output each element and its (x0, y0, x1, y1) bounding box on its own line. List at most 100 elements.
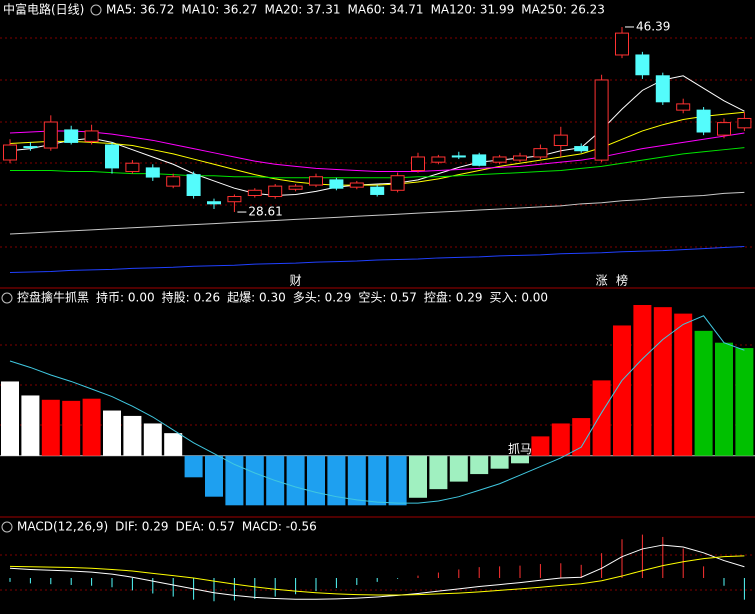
candle-body (655, 75, 670, 103)
bar (143, 423, 162, 456)
bar (735, 348, 754, 456)
legend-label: DIF: 0.29 (115, 520, 168, 534)
line (9, 75, 745, 196)
bar (694, 330, 713, 456)
bar (470, 455, 489, 475)
menu-icon[interactable] (1, 292, 13, 304)
bar (205, 455, 223, 497)
bar (592, 380, 611, 456)
bar (327, 455, 346, 506)
bar (21, 395, 40, 456)
candle-body (84, 130, 99, 142)
bar (613, 325, 631, 456)
event-label: 财 (290, 274, 302, 288)
line (9, 130, 745, 173)
bar (715, 342, 733, 456)
candle-body (227, 196, 242, 203)
bar (490, 455, 509, 469)
legend-label: 持币: 0.00 (96, 290, 155, 305)
candle-body (533, 148, 548, 158)
candle-body (390, 175, 405, 191)
legend-label: MA250: 26.23 (521, 3, 605, 17)
bar (347, 455, 366, 506)
candle-body (23, 146, 38, 149)
candle-body (247, 189, 262, 196)
legend-label: MA120: 31.99 (431, 3, 515, 17)
candle-body (574, 146, 589, 152)
candle-body (207, 201, 221, 205)
menu-icon[interactable] (1, 521, 13, 533)
bar (245, 455, 264, 506)
legend-label: MA20: 37.31 (264, 3, 340, 17)
candle-body (635, 54, 650, 76)
candle-body (268, 185, 283, 198)
candle-body (676, 103, 691, 111)
candle-body (64, 129, 79, 143)
legend-label: DEA: 0.57 (175, 520, 234, 534)
legend-label: 控盘擒牛抓黑 (17, 290, 89, 305)
candle-body (472, 154, 487, 166)
event-label: 榜 (616, 273, 628, 288)
bar (409, 455, 427, 498)
line (9, 544, 745, 600)
candle-body (145, 167, 160, 178)
bar (62, 400, 81, 456)
bar (429, 455, 448, 490)
legend-label: 起爆: 0.30 (227, 291, 286, 305)
legend-label: 控盘: 0.29 (424, 290, 483, 305)
candle-body (615, 32, 629, 56)
bar (286, 455, 305, 506)
candle-body (105, 144, 119, 169)
bar (388, 455, 407, 506)
legend-label: 买入: 0.00 (489, 291, 548, 305)
bar (225, 455, 244, 506)
legend-label: MA5: 36.72 (106, 3, 174, 17)
legend-label: 中富电路(日线) (3, 2, 84, 17)
bar (1, 381, 19, 456)
candle-body (288, 185, 303, 190)
bar (653, 307, 672, 456)
bar (184, 455, 203, 478)
bar (531, 436, 550, 456)
bar (674, 313, 693, 456)
line (9, 111, 745, 186)
candle-body (431, 156, 446, 163)
candle-body (553, 134, 568, 147)
candle-body (737, 117, 752, 129)
bar (164, 433, 183, 456)
bar (551, 423, 570, 456)
line (9, 191, 745, 235)
candle-body (594, 79, 609, 161)
candle-body (349, 182, 364, 188)
legend-label: MACD(12,26,9) (17, 520, 108, 534)
candle-body (451, 155, 466, 158)
bar (449, 455, 468, 482)
candle-body (492, 156, 507, 163)
annotation: 抓马 (508, 442, 532, 456)
bar (307, 455, 325, 506)
candle-body (3, 144, 17, 161)
legend-label: MA60: 34.71 (348, 3, 424, 17)
candle-body (411, 156, 425, 172)
candle-body (696, 109, 711, 133)
candle-body (43, 121, 58, 149)
annotation: 46.39 (636, 19, 670, 33)
candle-body (329, 179, 344, 189)
candle-body (309, 176, 323, 186)
bar (123, 415, 142, 456)
legend-label: 持股: 0.26 (162, 290, 221, 305)
legend-label: MA10: 36.27 (181, 3, 257, 17)
candle-body (166, 176, 181, 187)
bar (633, 305, 652, 456)
legend-label: 多头: 0.29 (293, 291, 352, 305)
candle-body (125, 162, 140, 173)
candle-body (186, 174, 201, 196)
menu-icon[interactable] (90, 4, 102, 16)
candle-body (513, 155, 527, 161)
legend-label: 空头: 0.57 (358, 291, 417, 305)
bar (41, 399, 60, 456)
bar (103, 410, 121, 456)
line (9, 555, 745, 596)
event-label: 涨 (596, 273, 608, 288)
